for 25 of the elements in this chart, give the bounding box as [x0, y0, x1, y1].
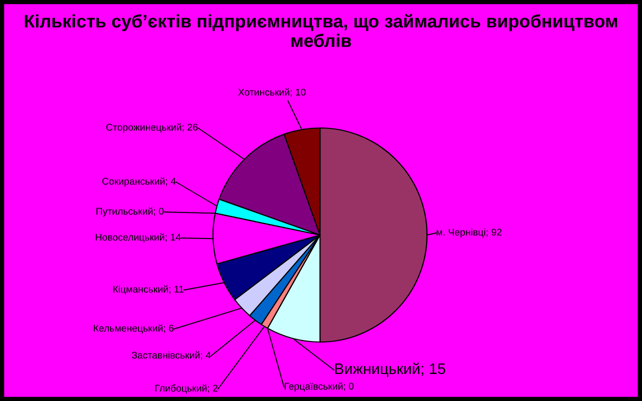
slice-label: м. Чернівці [436, 228, 486, 238]
slice-label: Сокиранський [102, 177, 165, 187]
data-label: ; 15 [422, 363, 446, 376]
data-label: ; 4 [201, 352, 211, 360]
text: ; 0 [154, 208, 164, 216]
category-label: Путильський [96, 207, 153, 217]
text: ; 0 [344, 382, 354, 391]
chart-title: Кількість суб’єктів підприємництва, що займались виробництвом меблів [24, 14, 618, 48]
data-label: ; 14 [166, 234, 181, 242]
slice-label: Кіцманський [113, 285, 168, 294]
data-label: ; 26 [182, 124, 198, 132]
slice-label: Сторожинецький [106, 123, 182, 133]
slice-label: Вижницький [335, 362, 420, 378]
slice-label: Глибоцький [155, 384, 207, 394]
slice-label: Заставнівський [132, 351, 200, 359]
slice-label: Кельменецький [94, 324, 163, 334]
data-label: ; 11 [169, 286, 184, 294]
data-label: ; 10 [290, 88, 306, 97]
data-label: ; 92 [486, 228, 502, 237]
slice-label: Новоселицький [96, 233, 164, 242]
data-label: ; 6 [164, 324, 174, 333]
data-label: ; 2 [208, 384, 218, 393]
data-label: ; 4 [166, 178, 176, 186]
slice-label: Хотинський [238, 88, 290, 96]
category-label: Герцаївський [284, 382, 343, 392]
